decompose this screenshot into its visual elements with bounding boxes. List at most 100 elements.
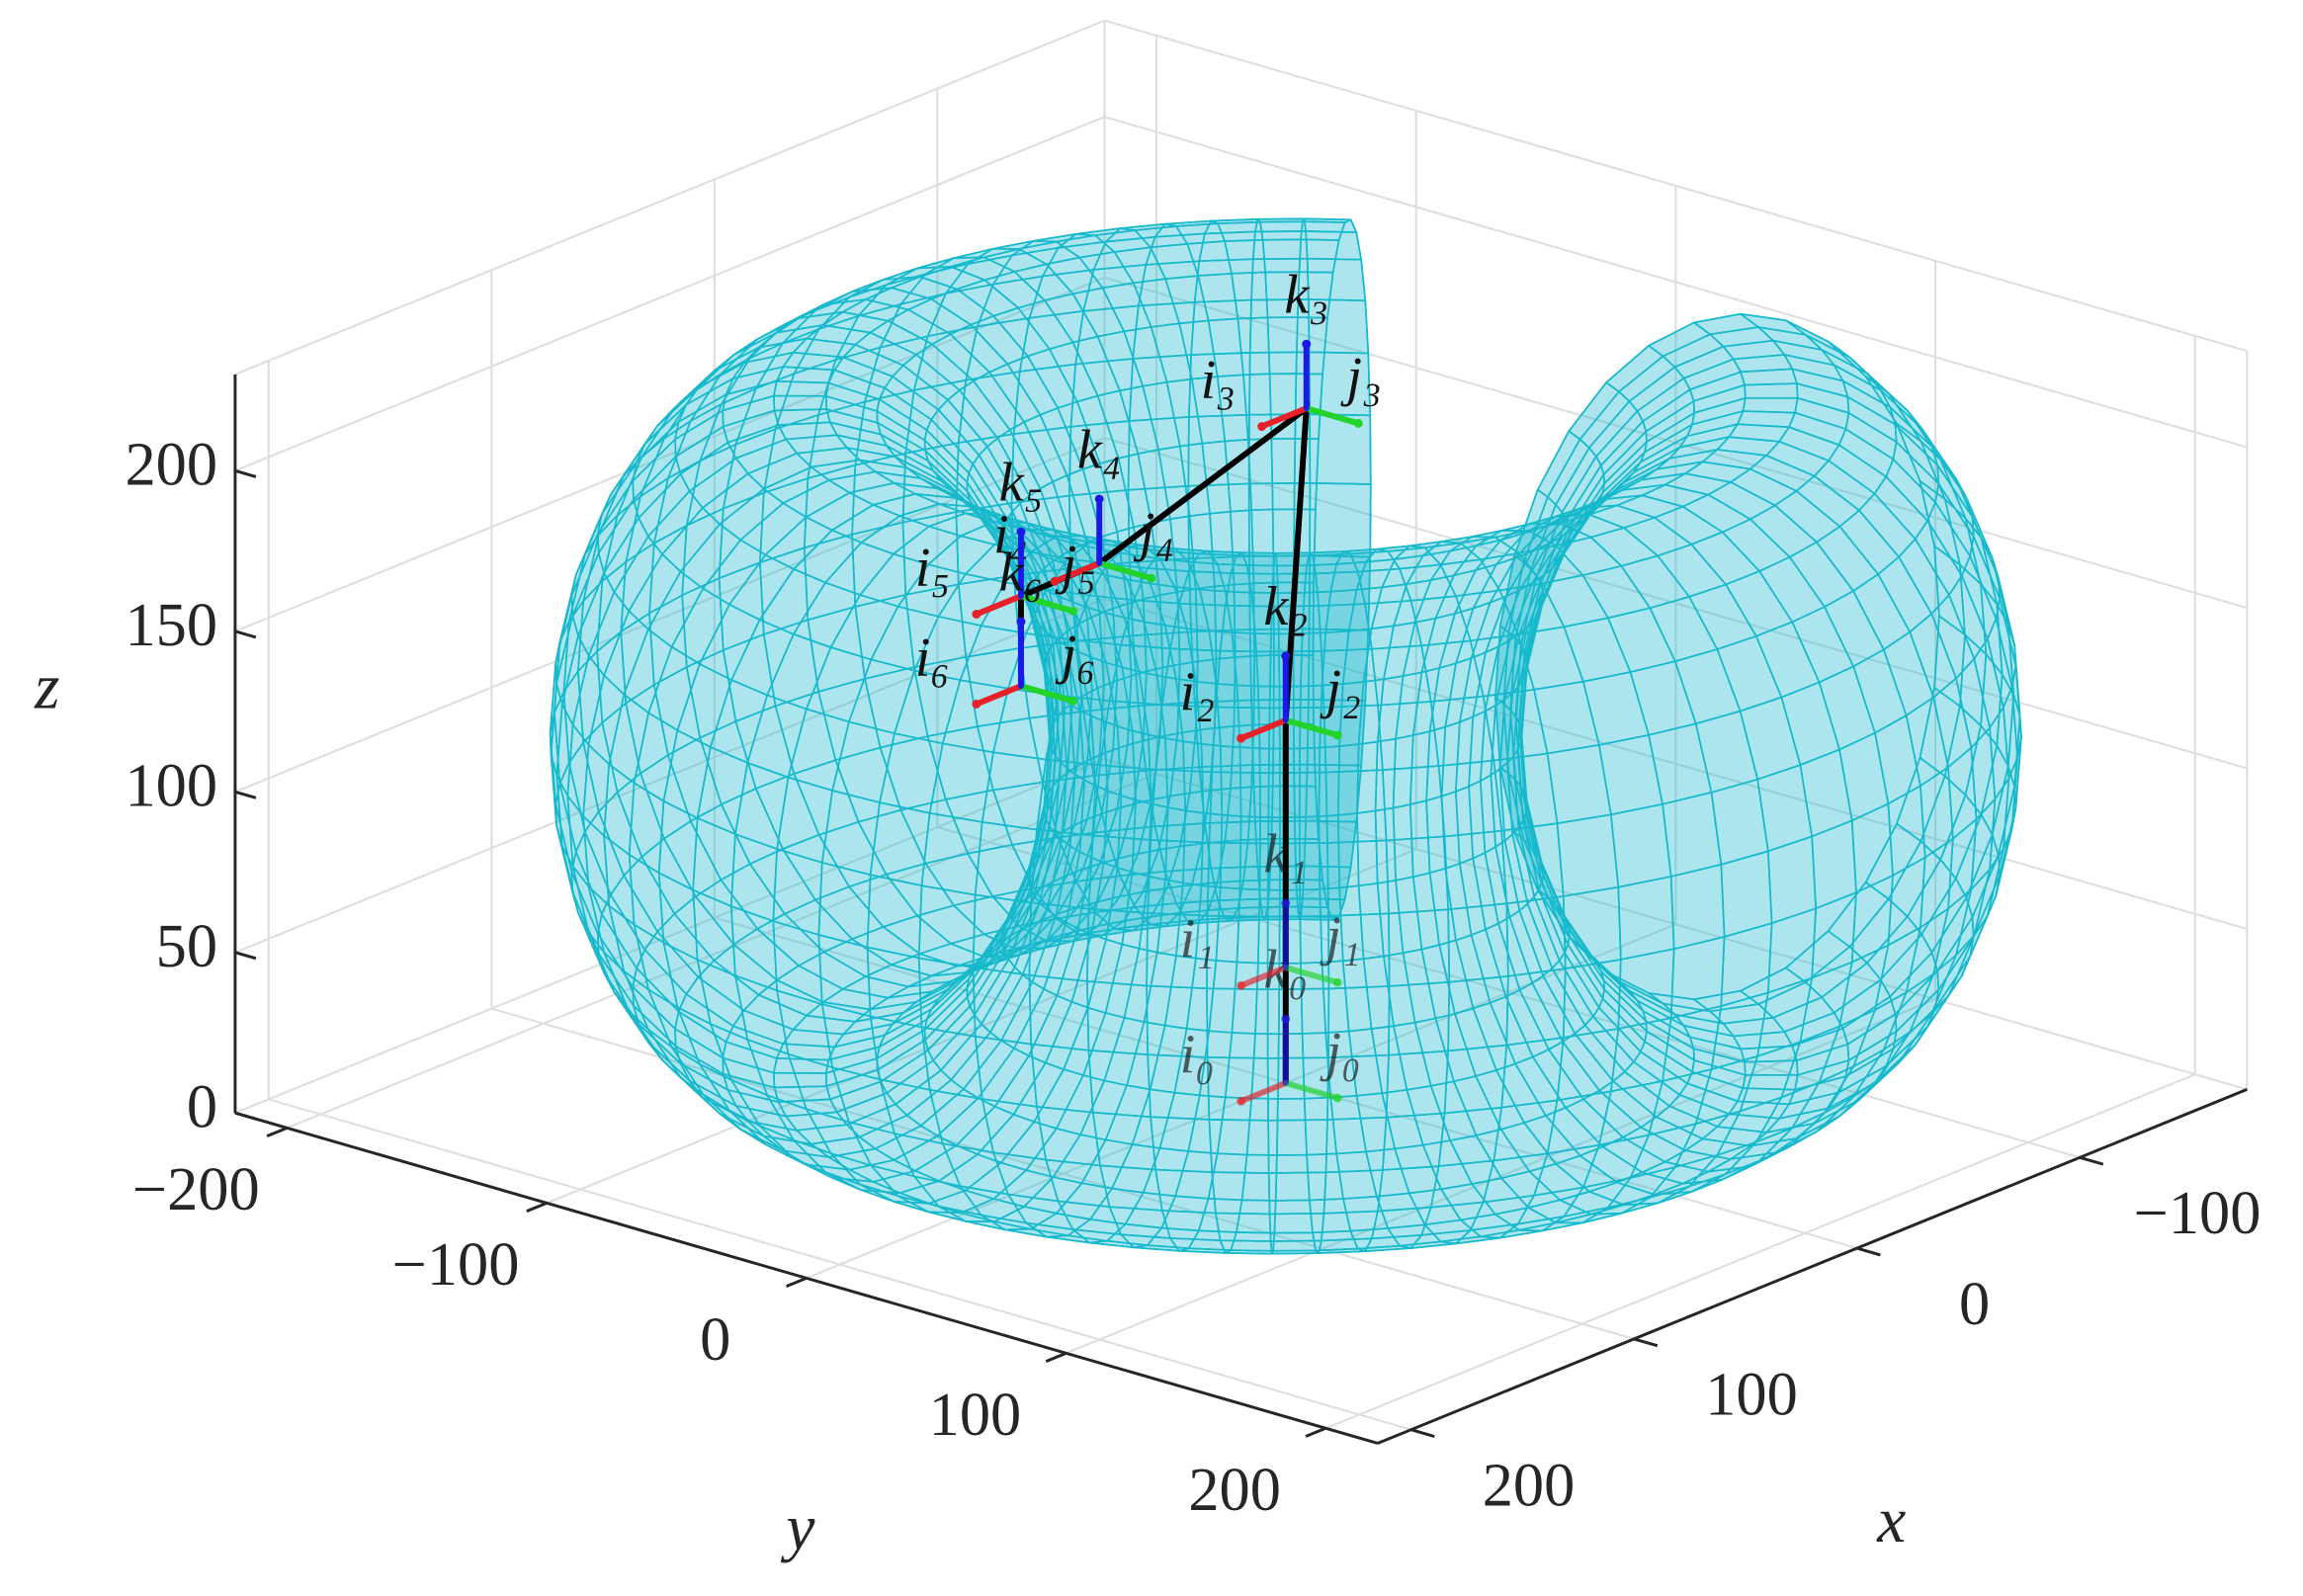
- surface-face: [972, 893, 1032, 976]
- x-tick: [1633, 1337, 1659, 1348]
- surface-face: [1268, 649, 1325, 710]
- surface-face: [1206, 987, 1269, 1059]
- surface-face: [1322, 1169, 1384, 1215]
- y-tick: [1045, 1351, 1067, 1363]
- y-tick-label: −100: [392, 1230, 520, 1299]
- grid: [234, 19, 2249, 1431]
- surface-face: [1447, 975, 1509, 1052]
- surface-face: [773, 380, 830, 397]
- surface-face: [1321, 1210, 1379, 1242]
- surface-face: [1617, 948, 1675, 1030]
- surface-face: [1443, 1044, 1508, 1115]
- surface-face: [1364, 599, 1423, 650]
- frame-label: j₄: [1133, 501, 1174, 562]
- surface-face: [866, 946, 923, 1029]
- surface-face: [1429, 695, 1495, 767]
- x-tick-label: 0: [1959, 1270, 1990, 1338]
- surface-face: [1318, 603, 1373, 652]
- surface-face: [1377, 1165, 1440, 1213]
- robot: i₀j₀k₀i₁j₁k₁i₂j₂k₂i₃j₃k₃i₄j₄k₄i₅j₅k₅i₆j₆…: [915, 265, 1382, 1106]
- surface-face: [773, 394, 828, 412]
- surface-face: [1211, 1171, 1271, 1216]
- surface-face: [1505, 895, 1567, 977]
- grid-line: [267, 361, 1411, 1431]
- frame-label: k₂: [1263, 576, 1308, 637]
- y-tick-label: 200: [1188, 1456, 1281, 1524]
- surface-face: [974, 821, 1038, 904]
- frame-axis-tip: [1068, 696, 1077, 706]
- surface-face: [1556, 1028, 1620, 1102]
- surface-face: [1385, 1050, 1449, 1119]
- frame-axis-tip: [1147, 573, 1156, 583]
- frame-axis-tip: [1237, 1096, 1246, 1106]
- surface-face: [772, 848, 823, 936]
- surface-face: [1493, 1099, 1559, 1162]
- surface-face: [1147, 839, 1211, 917]
- surface-face: [1388, 980, 1451, 1056]
- surface-face: [1268, 1212, 1325, 1242]
- surface-face: [1500, 1037, 1565, 1109]
- surface-face: [1556, 813, 1620, 897]
- surface-face: [1154, 1168, 1217, 1215]
- surface-face: [1208, 1119, 1270, 1174]
- surface-face: [1324, 1116, 1388, 1174]
- y-tick: [526, 1201, 548, 1214]
- surface-face: [1546, 744, 1612, 825]
- surface-face: [972, 966, 1032, 1046]
- surface-face: [1230, 554, 1276, 575]
- z-tick: [234, 790, 257, 799]
- surface-face: [1036, 1105, 1101, 1167]
- frame-label: k₄: [1077, 419, 1122, 480]
- surface-face: [1377, 701, 1440, 771]
- surface-face: [1219, 1239, 1273, 1255]
- surface-face: [1610, 802, 1672, 888]
- frame-axis-j: [1096, 559, 1154, 582]
- surface-face: [1267, 707, 1327, 775]
- surface-face: [1326, 839, 1390, 917]
- surface-face: [1108, 643, 1171, 706]
- frame-axis-j: [1303, 405, 1362, 427]
- frame-label: j₁: [1319, 906, 1360, 967]
- frame-axis-tip: [972, 610, 981, 619]
- frame-axis-tip: [1353, 418, 1363, 428]
- y-tick-label: 0: [700, 1305, 730, 1374]
- frame-axis-j: [1018, 593, 1076, 615]
- frame-axis-i: [1237, 1079, 1289, 1105]
- frame-label: k₆: [999, 543, 1044, 604]
- box-edge: [1104, 19, 2248, 353]
- surface-face: [920, 1026, 983, 1100]
- surface-face: [1669, 936, 1726, 1020]
- frame-axis-j: [1018, 683, 1076, 705]
- surface-face: [1030, 1043, 1094, 1114]
- frame-label: j₀: [1319, 1021, 1360, 1082]
- surface-face: [1150, 1116, 1214, 1173]
- frame-axis-i: [1237, 964, 1289, 989]
- z-tick-label: 0: [187, 1073, 217, 1141]
- frame-label: i₅: [915, 538, 950, 599]
- surface-face: [1382, 1112, 1446, 1171]
- surface-face: [1742, 396, 1799, 414]
- surface-face: [1208, 771, 1270, 845]
- z-tick-label: 100: [125, 752, 217, 820]
- surface-face: [1092, 764, 1156, 841]
- surface-face: [1324, 769, 1388, 844]
- surface-face: [1206, 1056, 1269, 1122]
- surface-face: [1371, 1206, 1432, 1240]
- frame-axis-tip: [1068, 606, 1077, 616]
- surface-face: [1300, 220, 1346, 241]
- surface-face: [1385, 835, 1449, 915]
- frame-axis-i: [1258, 405, 1310, 430]
- frame-axis-tip: [1302, 339, 1312, 349]
- surface-face: [917, 884, 977, 968]
- surface-face: [1161, 1210, 1222, 1241]
- grid-line: [713, 179, 1858, 1250]
- surface-face: [1259, 220, 1304, 241]
- frame-axis-tip: [1257, 422, 1267, 431]
- frame-axis-tip: [1016, 617, 1026, 627]
- surface-face: [1669, 863, 1726, 951]
- frame-axis-tip: [1281, 651, 1291, 661]
- surface-face: [1030, 828, 1094, 910]
- surface-face: [817, 862, 872, 949]
- grid-line: [287, 35, 1158, 1130]
